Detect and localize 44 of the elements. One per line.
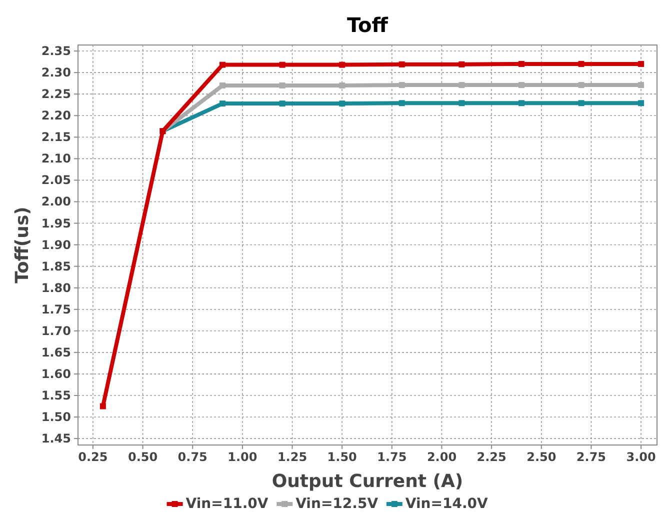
- chart-title: Toff: [347, 13, 389, 37]
- x-tick-label: 3.00: [626, 450, 656, 464]
- y-tick-label: 1.65: [41, 345, 71, 360]
- x-tick-label: 2.75: [576, 450, 606, 464]
- y-tick-label: 2.00: [41, 194, 71, 209]
- y-tick-label: 1.75: [41, 302, 71, 316]
- x-tick-label: 0.50: [128, 450, 158, 464]
- x-tick-label: 1.25: [277, 450, 308, 464]
- x-tick-label: 2.50: [526, 450, 556, 464]
- y-tick-label: 2.25: [41, 87, 71, 102]
- y-tick-label: 1.70: [41, 324, 71, 338]
- point: [638, 82, 644, 88]
- y-tick-label: 1.45: [41, 432, 71, 446]
- legend-label: Vin=14.0V: [405, 496, 488, 512]
- y-tick-label: 1.55: [41, 388, 71, 402]
- y-axis-title: Toff(us): [12, 206, 33, 284]
- point: [220, 100, 226, 107]
- x-tick-label: 2.25: [476, 450, 506, 464]
- y-tick-label: 1.50: [41, 410, 71, 424]
- x-tick-label: 2.00: [426, 450, 457, 464]
- legend-label: Vin=11.0V: [186, 496, 268, 512]
- y-tick-label: 1.90: [41, 238, 71, 252]
- y-tick-label: 1.80: [41, 280, 71, 295]
- point: [220, 62, 226, 68]
- x-tick-label: 0.25: [78, 450, 108, 464]
- y-tick-label: 1.60: [41, 366, 71, 381]
- y-tick-label: 2.30: [41, 66, 71, 80]
- x-tick-label: 1.75: [377, 450, 407, 464]
- legend-label: Vin=12.5V: [296, 496, 378, 512]
- y-tick-label: 2.05: [41, 173, 71, 188]
- y-tick-label: 2.15: [41, 130, 71, 144]
- point: [638, 60, 644, 67]
- y-tick-label: 1.95: [41, 216, 71, 230]
- point: [220, 82, 226, 88]
- y-tick-label: 2.35: [41, 44, 71, 58]
- point: [100, 403, 106, 410]
- x-tick-label: 1.50: [327, 450, 357, 464]
- y-tick-label: 2.20: [41, 108, 71, 123]
- y-tick-label: 2.10: [41, 152, 71, 166]
- x-tick-label: 0.75: [178, 450, 208, 464]
- y-tick-label: 1.85: [41, 259, 71, 274]
- x-axis-title: Output Current (A): [272, 471, 464, 492]
- x-tick-label: 1.00: [228, 450, 258, 464]
- point: [638, 100, 644, 106]
